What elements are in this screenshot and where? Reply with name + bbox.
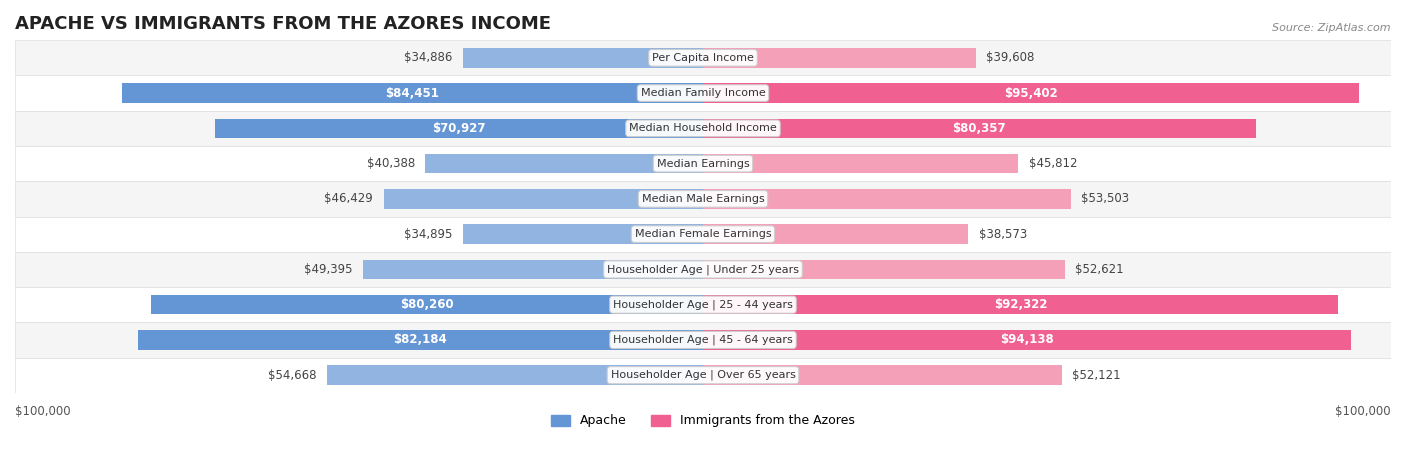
Bar xyxy=(703,119,1256,138)
Text: $53,503: $53,503 xyxy=(1081,192,1129,205)
Text: $46,429: $46,429 xyxy=(325,192,373,205)
Text: $39,608: $39,608 xyxy=(986,51,1035,64)
Bar xyxy=(215,119,703,138)
Text: $45,812: $45,812 xyxy=(1029,157,1077,170)
Text: $84,451: $84,451 xyxy=(385,86,440,99)
Text: Householder Age | Under 25 years: Householder Age | Under 25 years xyxy=(607,264,799,275)
Bar xyxy=(703,48,976,68)
Bar xyxy=(15,217,1391,252)
Bar xyxy=(15,40,1391,76)
Bar xyxy=(15,322,1391,358)
Bar xyxy=(425,154,703,173)
Bar xyxy=(15,111,1391,146)
Bar xyxy=(703,225,969,244)
Bar xyxy=(703,330,1351,350)
Bar xyxy=(138,330,703,350)
Text: $52,621: $52,621 xyxy=(1076,263,1123,276)
Text: Householder Age | Over 65 years: Householder Age | Over 65 years xyxy=(610,370,796,381)
Text: $82,184: $82,184 xyxy=(394,333,447,347)
Bar xyxy=(15,76,1391,111)
Bar xyxy=(150,295,703,314)
Text: APACHE VS IMMIGRANTS FROM THE AZORES INCOME: APACHE VS IMMIGRANTS FROM THE AZORES INC… xyxy=(15,15,551,33)
Bar xyxy=(15,146,1391,181)
Text: $49,395: $49,395 xyxy=(304,263,353,276)
Text: $52,121: $52,121 xyxy=(1071,368,1121,382)
Bar xyxy=(703,260,1064,279)
Text: Median Earnings: Median Earnings xyxy=(657,159,749,169)
Text: Median Family Income: Median Family Income xyxy=(641,88,765,98)
Bar xyxy=(15,181,1391,217)
Text: $38,573: $38,573 xyxy=(979,227,1026,241)
Bar xyxy=(703,189,1071,209)
Bar xyxy=(463,48,703,68)
Bar xyxy=(703,366,1062,385)
Bar xyxy=(15,252,1391,287)
Text: $92,322: $92,322 xyxy=(994,298,1047,311)
Text: $40,388: $40,388 xyxy=(367,157,415,170)
Text: Median Male Earnings: Median Male Earnings xyxy=(641,194,765,204)
Bar xyxy=(703,295,1339,314)
Bar xyxy=(363,260,703,279)
Text: $70,927: $70,927 xyxy=(432,122,485,135)
Text: Householder Age | 25 - 44 years: Householder Age | 25 - 44 years xyxy=(613,299,793,310)
Text: $95,402: $95,402 xyxy=(1004,86,1059,99)
Bar xyxy=(703,84,1360,103)
Text: $34,886: $34,886 xyxy=(405,51,453,64)
Bar xyxy=(463,225,703,244)
Text: Source: ZipAtlas.com: Source: ZipAtlas.com xyxy=(1272,23,1391,33)
Text: $34,895: $34,895 xyxy=(405,227,453,241)
Bar xyxy=(122,84,703,103)
Text: Median Household Income: Median Household Income xyxy=(628,123,778,134)
Bar xyxy=(15,287,1391,322)
Legend: Apache, Immigrants from the Azores: Apache, Immigrants from the Azores xyxy=(546,410,860,432)
Text: Per Capita Income: Per Capita Income xyxy=(652,53,754,63)
Text: $80,260: $80,260 xyxy=(401,298,454,311)
Text: Householder Age | 45 - 64 years: Householder Age | 45 - 64 years xyxy=(613,335,793,345)
Bar xyxy=(15,358,1391,393)
Bar xyxy=(703,154,1018,173)
Text: Median Female Earnings: Median Female Earnings xyxy=(634,229,772,239)
Text: $54,668: $54,668 xyxy=(269,368,316,382)
Bar xyxy=(326,366,703,385)
Text: $100,000: $100,000 xyxy=(15,405,70,418)
Text: $94,138: $94,138 xyxy=(1000,333,1053,347)
Bar xyxy=(384,189,703,209)
Text: $100,000: $100,000 xyxy=(1336,405,1391,418)
Text: $80,357: $80,357 xyxy=(953,122,1007,135)
